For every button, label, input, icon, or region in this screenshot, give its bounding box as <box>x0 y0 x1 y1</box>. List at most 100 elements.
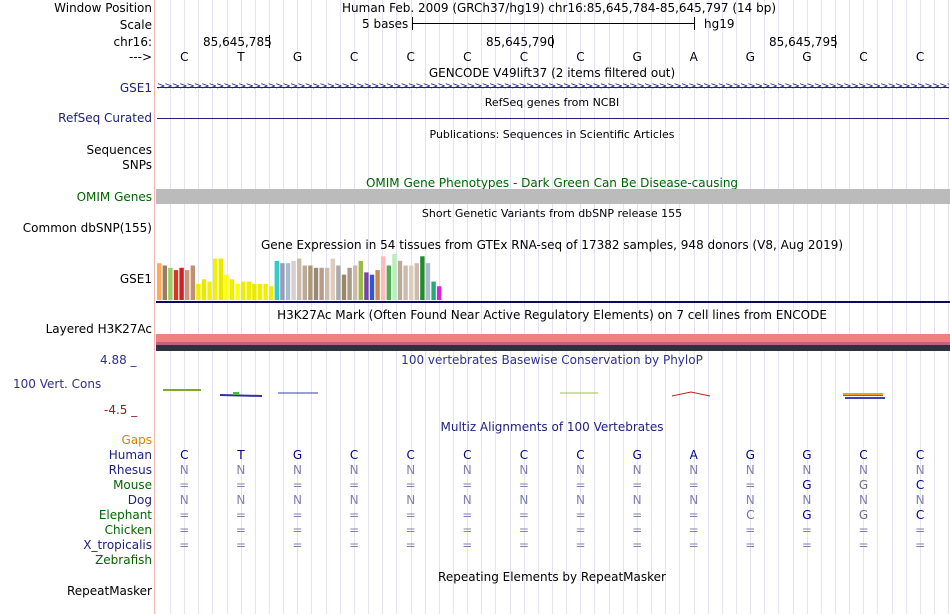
grid-line <box>665 0 666 614</box>
gtex-tissue-bar[interactable] <box>409 265 414 301</box>
gtex-tissue-bar[interactable] <box>190 265 195 301</box>
aligned-base: = <box>858 523 869 537</box>
species-label[interactable]: Zebrafish <box>95 553 152 567</box>
aligned-base: C <box>576 448 585 462</box>
gtex-tissue-bar[interactable] <box>157 263 162 300</box>
gtex-tissue-bar[interactable] <box>162 265 167 301</box>
gtex-gene-label[interactable]: GSE1 <box>119 272 152 286</box>
snps-label[interactable]: SNPs <box>122 158 152 172</box>
gtex-tissue-bar[interactable] <box>358 260 363 300</box>
grid-line <box>340 0 341 614</box>
gtex-tissue-bar[interactable] <box>392 254 397 300</box>
species-label[interactable]: X_tropicalis <box>83 538 152 552</box>
gtex-tissue-bar[interactable] <box>185 270 190 300</box>
omim-phenotype-bar[interactable] <box>156 189 950 204</box>
gtex-tissue-bar[interactable] <box>353 265 358 301</box>
gtex-tissue-bar[interactable] <box>319 267 324 300</box>
grid-line <box>750 0 751 614</box>
gtex-tissue-bar[interactable] <box>308 265 313 301</box>
gtex-tissue-bar[interactable] <box>269 286 274 300</box>
gtex-tissue-bar[interactable] <box>414 263 419 300</box>
aligned-base: = <box>235 538 246 552</box>
ref-base: C <box>180 50 189 64</box>
aligned-base: G <box>292 448 303 462</box>
gtex-tissue-bar[interactable] <box>431 281 436 300</box>
gtex-tissue-bar[interactable] <box>397 260 403 300</box>
refseq-label[interactable]: RefSeq Curated <box>58 111 152 125</box>
species-label[interactable]: Human <box>108 448 152 462</box>
ref-base: G <box>292 50 303 64</box>
gtex-gene-extent-bar <box>156 301 950 303</box>
ref-base: C <box>576 50 585 64</box>
gtex-tissue-bar[interactable] <box>224 274 229 300</box>
gtex-tissue-bar[interactable] <box>280 263 285 300</box>
gtex-tissue-bar[interactable] <box>218 258 223 300</box>
gtex-tissue-bar[interactable] <box>341 274 347 300</box>
gtex-tissue-bar[interactable] <box>252 283 257 300</box>
gtex-tissue-bar[interactable] <box>330 258 335 300</box>
gtex-tissue-bar[interactable] <box>369 274 375 300</box>
publications-label[interactable]: Sequences <box>86 143 152 157</box>
grid-line <box>439 0 440 614</box>
gtex-tissue-bar[interactable] <box>168 267 173 300</box>
gtex-tissue-bar[interactable] <box>364 272 369 300</box>
gtex-tissue-bar[interactable] <box>313 267 319 300</box>
aligned-base: = <box>801 523 812 537</box>
gtex-tissue-bar[interactable] <box>336 265 341 301</box>
gtex-tissue-bar[interactable] <box>201 279 207 300</box>
gtex-tissue-bar[interactable] <box>386 265 391 301</box>
gtex-tissue-bar[interactable] <box>274 260 279 300</box>
species-label[interactable]: Rhesus <box>108 463 152 477</box>
gtex-tissue-bar[interactable] <box>213 258 218 300</box>
species-label[interactable]: Mouse <box>113 478 152 492</box>
gencode-gene-line[interactable] <box>157 87 949 88</box>
scale-bar-tick-left <box>412 17 413 30</box>
gaps-label[interactable]: Gaps <box>121 433 152 447</box>
gtex-tissue-bar[interactable] <box>381 256 386 300</box>
omim-label[interactable]: OMIM Genes <box>76 190 152 204</box>
gtex-tissue-bar[interactable] <box>196 283 201 300</box>
gtex-tissue-bar[interactable] <box>179 267 184 300</box>
aligned-base: = <box>518 478 529 492</box>
gtex-tissue-bar[interactable] <box>285 263 291 300</box>
chrom-label: chr16: <box>113 35 152 49</box>
gtex-tissue-bar[interactable] <box>291 260 296 300</box>
gtex-tissue-bar[interactable] <box>207 281 212 300</box>
gtex-tissue-bar[interactable] <box>347 267 352 300</box>
ref-base: C <box>406 50 415 64</box>
gtex-tissue-bar[interactable] <box>403 265 408 301</box>
gtex-tissue-bar[interactable] <box>235 283 240 300</box>
species-label[interactable]: Elephant <box>98 508 152 522</box>
species-label[interactable]: Chicken <box>104 523 152 537</box>
gtex-tissue-bar[interactable] <box>257 283 263 300</box>
phylop-label[interactable]: 100 Vert. Cons <box>13 377 102 391</box>
publications-title: Publications: Sequences in Scientific Ar… <box>429 128 675 141</box>
h3k27ac-label[interactable]: Layered H3K27Ac <box>45 322 152 336</box>
gtex-tissue-bar[interactable] <box>229 279 235 300</box>
aligned-base: C <box>406 448 415 462</box>
refseq-gene-line[interactable] <box>157 118 949 119</box>
gtex-tissue-bar[interactable] <box>173 270 179 300</box>
gtex-tissue-bar[interactable] <box>297 258 302 300</box>
species-label[interactable]: Dog <box>127 493 152 507</box>
aligned-base: G <box>632 448 642 462</box>
aligned-base: = <box>745 538 756 552</box>
window-position-label: Window Position <box>54 1 152 15</box>
scale-text: 5 bases <box>362 17 409 31</box>
gtex-tissue-bar[interactable] <box>302 265 307 301</box>
dbsnp-label[interactable]: Common dbSNP(155) <box>22 221 152 235</box>
aligned-base: = <box>349 538 360 552</box>
grid-line <box>580 0 581 614</box>
gtex-tissue-bar[interactable] <box>325 267 330 300</box>
gtex-tissue-bar[interactable] <box>425 263 431 300</box>
gtex-tissue-bar[interactable] <box>375 270 380 300</box>
gtex-tissue-bar[interactable] <box>420 256 425 300</box>
aligned-base: N <box>236 493 246 507</box>
gtex-tissue-bar[interactable] <box>263 283 268 300</box>
gencode-gene-label[interactable]: GSE1 <box>119 81 152 95</box>
gtex-tissue-bar[interactable] <box>246 281 251 300</box>
gtex-tissue-bar[interactable] <box>437 286 442 300</box>
gtex-tissue-bar[interactable] <box>241 281 246 300</box>
repeatmasker-label[interactable]: RepeatMasker <box>66 584 152 598</box>
